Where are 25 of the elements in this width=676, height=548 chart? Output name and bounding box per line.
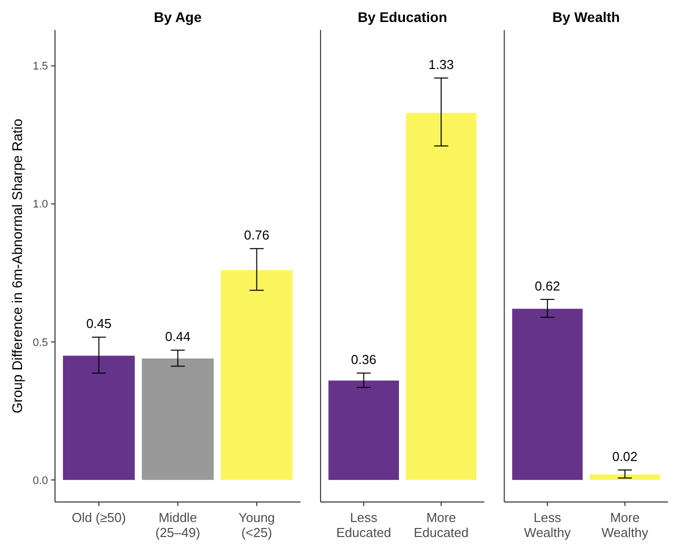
data-label: 1.33: [428, 57, 454, 72]
data-label: 0.62: [534, 278, 560, 294]
bar: [62, 356, 135, 480]
y-tick-label: 0.5: [32, 336, 48, 349]
x-tick-label: Less Wealthy: [524, 510, 572, 540]
data-label: 0.45: [86, 316, 112, 332]
x-tick-label: More Wealthy: [602, 510, 649, 540]
y-tick-label: 1.5: [32, 60, 48, 73]
chart-title: By Wealth: [552, 9, 620, 25]
data-label: 0.36: [351, 352, 376, 368]
x-tick-label: Middle (25–49): [155, 510, 200, 540]
data-label: 0.44: [165, 329, 190, 344]
bar: [142, 358, 214, 480]
x-tick-label: More Educated: [414, 510, 469, 540]
x-tick-label: Old (≥50): [72, 510, 126, 525]
data-label: 0.02: [612, 448, 638, 464]
x-tick-label: Less Educated: [336, 510, 392, 540]
x-tick-label: Young (<25): [238, 510, 275, 540]
bar: [220, 270, 293, 480]
chart-title: By Education: [358, 9, 448, 25]
data-label: 0.76: [244, 228, 270, 243]
y-tick-label: 0.0: [32, 474, 48, 487]
y-axis-title: Group Difference in 6m-Abnormal Sharpe Ratio: [9, 118, 25, 414]
chart-title: By Age: [154, 9, 202, 25]
y-tick-label: 1.0: [32, 198, 48, 211]
